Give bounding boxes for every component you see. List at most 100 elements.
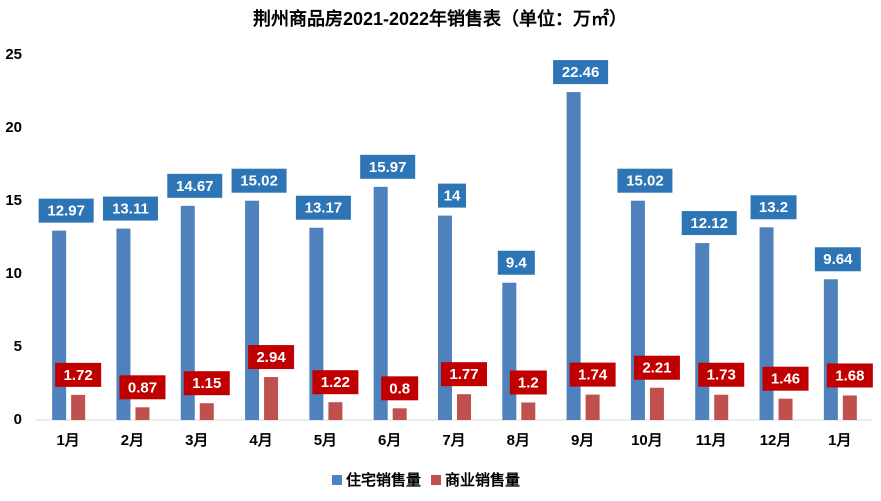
value-label: 15.97 <box>369 159 407 176</box>
bar <box>264 377 279 420</box>
x-tick-label: 1月 <box>56 432 79 449</box>
bar <box>521 402 536 420</box>
legend-label: 商业销售量 <box>445 471 520 489</box>
value-label: 1.46 <box>771 371 800 388</box>
bar <box>778 398 793 420</box>
value-label-box <box>750 195 797 220</box>
value-label: 13.2 <box>759 199 788 216</box>
value-label-box <box>38 198 94 223</box>
value-label: 1.77 <box>449 366 478 383</box>
bar <box>566 92 581 421</box>
value-label: 9.64 <box>823 251 853 268</box>
value-label: 9.4 <box>506 255 528 272</box>
value-label: 12.97 <box>47 203 85 220</box>
x-tick-label: 5月 <box>314 432 337 449</box>
value-label: 14.67 <box>176 178 214 195</box>
value-label-box <box>167 173 223 198</box>
value-label-box <box>441 362 487 387</box>
value-label-box <box>509 370 547 395</box>
x-tick-label: 2月 <box>121 432 144 449</box>
value-label-box <box>633 355 680 380</box>
value-label-box <box>248 345 295 370</box>
value-label: 1.68 <box>835 367 864 384</box>
bar <box>116 228 131 420</box>
value-label: 22.46 <box>562 64 600 81</box>
value-label: 14 <box>444 188 461 205</box>
bar <box>585 394 600 420</box>
value-label-box <box>698 362 745 387</box>
value-label: 0.87 <box>128 379 157 396</box>
value-label-box <box>312 370 359 395</box>
bar <box>199 403 214 420</box>
x-tick-label: 3月 <box>185 432 208 449</box>
value-label-box <box>231 168 287 193</box>
value-label-box <box>381 376 419 401</box>
value-label: 0.8 <box>389 380 410 397</box>
y-tick-label: 25 <box>5 46 22 63</box>
bar <box>328 402 343 420</box>
bar <box>695 243 710 420</box>
x-tick-label: 7月 <box>442 432 465 449</box>
value-label-box <box>360 154 416 179</box>
value-label: 1.74 <box>578 367 608 384</box>
value-label-box <box>814 247 861 272</box>
value-label-box <box>497 250 535 275</box>
value-label-box <box>102 196 158 221</box>
value-label-box <box>762 366 809 391</box>
y-tick-label: 20 <box>5 119 22 136</box>
value-label-box <box>553 60 609 85</box>
value-label-box <box>119 375 166 400</box>
x-tick-label: 8月 <box>507 432 530 449</box>
value-label: 2.21 <box>642 360 671 377</box>
bar <box>649 387 664 420</box>
bar <box>842 395 857 420</box>
value-label-box <box>569 362 616 387</box>
x-tick-label: 12月 <box>760 432 792 449</box>
bar <box>180 205 195 420</box>
value-label: 1.15 <box>192 375 221 392</box>
x-tick-label: 9月 <box>571 432 594 449</box>
value-label-box <box>438 183 466 208</box>
value-label: 15.02 <box>240 173 278 190</box>
value-label: 15.02 <box>626 173 664 190</box>
value-label: 1.2 <box>518 374 539 391</box>
value-label: 2.94 <box>256 349 286 366</box>
value-label-box <box>681 211 737 236</box>
bar <box>392 408 407 420</box>
x-tick-label: 6月 <box>378 432 401 449</box>
x-tick-label: 11月 <box>696 432 727 449</box>
legend-swatch <box>332 475 342 485</box>
value-label: 1.22 <box>321 374 350 391</box>
bar <box>135 407 150 420</box>
legend-swatch <box>431 475 442 485</box>
y-tick-label: 10 <box>5 265 22 282</box>
value-label-box <box>55 362 102 387</box>
bar <box>823 279 838 420</box>
bar <box>373 186 388 420</box>
value-label-box <box>295 195 351 220</box>
bar <box>502 282 517 420</box>
bar <box>630 200 645 420</box>
y-tick-label: 15 <box>5 192 22 209</box>
bar <box>759 227 774 420</box>
value-label-box <box>826 363 873 388</box>
bar <box>71 394 86 420</box>
value-label-box <box>183 371 230 396</box>
value-label: 1.72 <box>64 367 93 384</box>
chart-title: 荆州商品房2021-2022年销售表（单位：万㎡） <box>253 8 627 29</box>
x-tick-label: 1月 <box>828 432 851 449</box>
y-tick-label: 5 <box>14 338 22 355</box>
x-tick-label: 10月 <box>631 432 663 449</box>
bar <box>438 215 452 420</box>
value-label: 12.12 <box>690 215 728 232</box>
bar <box>245 200 260 420</box>
x-tick-label: 4月 <box>249 432 272 449</box>
bar <box>457 394 471 420</box>
value-label: 13.11 <box>112 201 149 218</box>
legend-label: 住宅销售量 <box>346 471 421 489</box>
y-tick-label: 0 <box>14 411 22 428</box>
value-label: 1.73 <box>707 367 736 384</box>
bar <box>714 394 729 420</box>
value-label: 13.17 <box>305 200 343 217</box>
